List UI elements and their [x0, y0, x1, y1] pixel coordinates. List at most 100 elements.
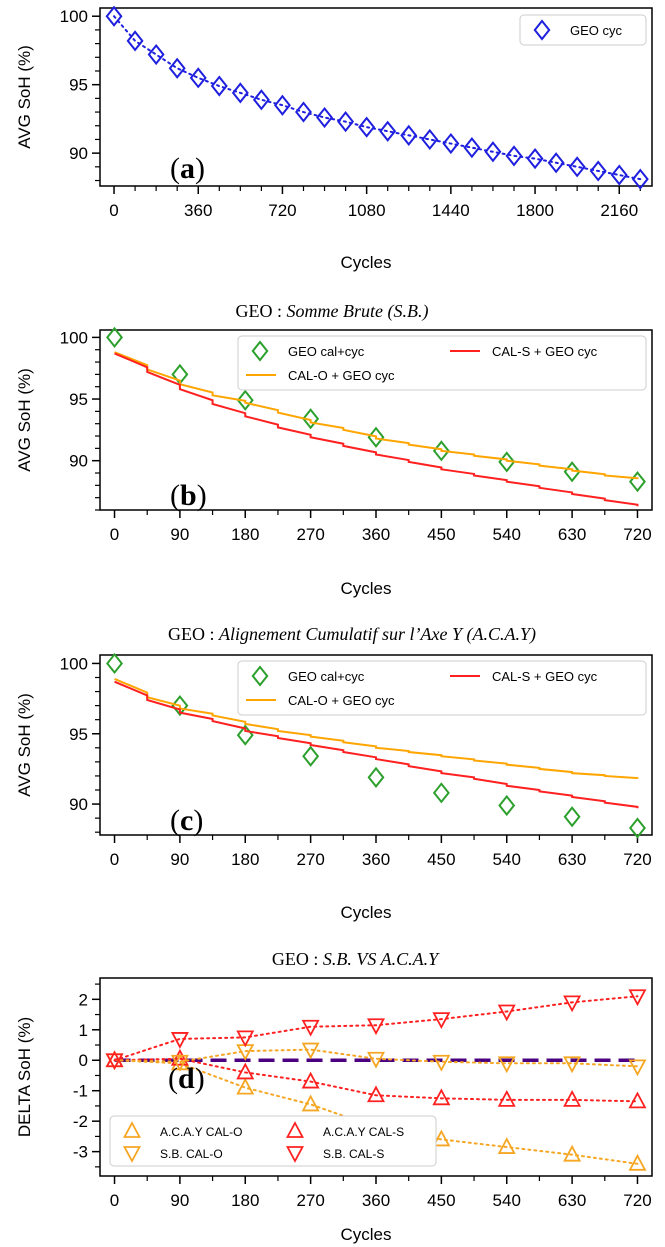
legend-label: GEO cal+cyc — [288, 344, 365, 359]
data-point — [366, 1085, 386, 1103]
panel-letter: (b) — [170, 479, 207, 512]
y-axis-label: DELTA SoH (%) — [15, 1017, 34, 1137]
data-point — [505, 145, 523, 167]
x-tick-label: 180 — [231, 1191, 259, 1210]
series-cal-s-geo-cyc — [114, 680, 639, 809]
data-point — [236, 1030, 255, 1048]
series-cal-s-geo-cyc — [114, 352, 639, 507]
title-d: GEO : S.B. VS A.C.A.Y — [272, 949, 440, 969]
data-point — [421, 128, 439, 151]
data-point — [236, 389, 254, 411]
legend-item: S.B. CAL-S — [285, 1146, 384, 1163]
data-point — [170, 1048, 189, 1066]
x-tick-label: 0 — [110, 1191, 119, 1210]
data-point — [432, 782, 450, 804]
x-tick-label: 0 — [110, 525, 119, 544]
legend-item: GEO cal+cyc — [251, 340, 365, 362]
x-tick-label: 720 — [623, 1191, 651, 1210]
chart-b: 0 90 180 270 360 450 540 630 720 90 95 100 Cycles AVG… — [15, 326, 653, 598]
legend-item: CAL-S + GEO cyc — [450, 344, 598, 359]
data-point — [497, 1137, 516, 1154]
data-point — [563, 1089, 582, 1107]
data-point — [589, 160, 607, 182]
series-line — [113, 1057, 639, 1103]
series-line — [114, 352, 639, 507]
x-tick-label: 1800 — [516, 201, 554, 220]
legend-swatch — [285, 1146, 305, 1163]
data-point — [210, 75, 228, 97]
data-point — [526, 148, 544, 170]
legend-swatch — [122, 1121, 142, 1138]
data-point — [432, 1129, 451, 1147]
legend-label: S.B. CAL-O — [160, 1147, 223, 1161]
x-tick-label: 630 — [558, 850, 586, 869]
x-tick-label: 720 — [623, 850, 651, 869]
data-point — [301, 1094, 320, 1112]
y-tick-label: 95 — [69, 390, 88, 409]
legend-label: CAL-O + GEO cyc — [288, 368, 395, 383]
series-line — [113, 1048, 639, 1068]
legend: GEO cal+cyc CAL-O + GEO cyc CAL-S + GEO cy… — [237, 335, 647, 391]
data-point — [610, 164, 628, 186]
data-point — [316, 106, 334, 129]
legend-label: A.C.A.Y CAL-S — [323, 1125, 404, 1139]
legend-item: A.C.A.Y CAL-S — [285, 1121, 404, 1139]
y-tick-label: -1 — [73, 1082, 88, 1101]
x-tick-label: 90 — [170, 1191, 189, 1210]
legend-item: CAL-O + GEO cyc — [246, 693, 395, 708]
data-point — [628, 1153, 647, 1171]
series-cal-o-geo-cyc — [114, 351, 639, 480]
data-point — [236, 1077, 255, 1095]
x-tick-label: 360 — [362, 525, 390, 544]
data-point — [189, 67, 207, 89]
x-tick-label: 360 — [184, 201, 212, 220]
x-tick-label: 540 — [493, 525, 521, 544]
y-tick-label: 90 — [69, 144, 88, 163]
series-line — [113, 15, 642, 181]
legend-label: CAL-S + GEO cyc — [492, 344, 598, 359]
y-axis-label: AVG SoH (%) — [15, 693, 34, 797]
data-point — [301, 1042, 320, 1060]
data-point — [301, 1071, 320, 1089]
legend-label: A.C.A.Y CAL-O — [160, 1125, 242, 1139]
x-tick-label: 720 — [623, 525, 651, 544]
data-point — [631, 168, 649, 190]
x-tick-label: 360 — [362, 850, 390, 869]
data-point — [231, 82, 249, 104]
x-tick-label: 630 — [558, 525, 586, 544]
y-tick-label: 95 — [69, 725, 88, 744]
data-point — [379, 120, 397, 142]
series-a-c-a-y-cal-s — [105, 1048, 647, 1109]
title-c: GEO : Alignement Cumulatif sur l’Axe Y (… — [168, 624, 536, 645]
legend-box — [109, 1115, 437, 1167]
x-axis-label: Cycles — [340, 903, 391, 922]
data-point — [337, 111, 355, 133]
data-point — [628, 989, 647, 1007]
legend-item: A.C.A.Y CAL-O — [122, 1121, 242, 1139]
y-axis-label: AVG SoH (%) — [15, 368, 34, 472]
data-point — [628, 1091, 647, 1109]
x-tick-label: 0 — [109, 201, 118, 220]
panel-letter: (c) — [170, 804, 203, 837]
legend-swatch — [251, 665, 269, 687]
chart-a: 0 360 720 1080 1440 1800 2160 90 95 100 Cycles AVG … — [15, 5, 653, 272]
legend-item: CAL-O + GEO cyc — [246, 368, 395, 383]
chart-c: 0 90 180 270 360 450 540 630 720 90 95 100 Cycles AVG… — [15, 652, 653, 922]
x-tick-label: 540 — [493, 1191, 521, 1210]
series-s-b-cal-s — [105, 989, 647, 1071]
panel-letter: (a) — [170, 152, 205, 185]
data-point — [366, 1051, 386, 1069]
data-point — [302, 745, 320, 767]
y-tick-label: 2 — [79, 990, 88, 1009]
legend-box — [237, 335, 647, 391]
x-tick-label: 450 — [427, 1191, 455, 1210]
x-tick-label: 0 — [110, 850, 119, 869]
x-axis-label: Cycles — [340, 253, 391, 272]
data-point — [497, 1056, 516, 1074]
legend-label: CAL-O + GEO cyc — [288, 693, 395, 708]
data-point — [442, 132, 460, 155]
series-cal-o-geo-cyc — [114, 677, 639, 780]
data-point — [295, 101, 312, 123]
data-point — [563, 1144, 582, 1162]
legend-label: S.B. CAL-S — [323, 1147, 384, 1161]
